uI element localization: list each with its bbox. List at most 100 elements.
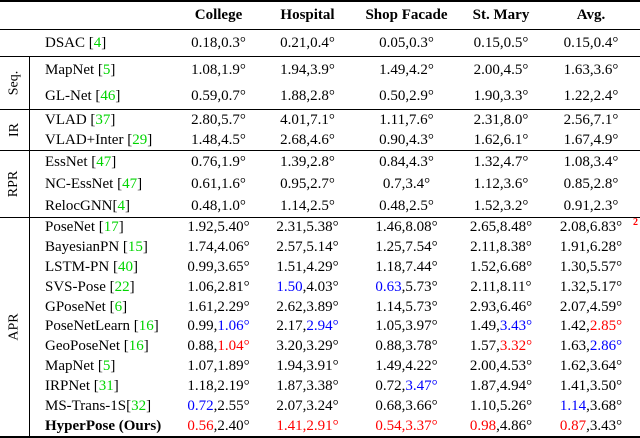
metric-cell: 2.11,8.38° (460, 239, 542, 256)
citation-bracket-open: [ (93, 377, 99, 394)
metric-value: 2.17, (276, 318, 307, 335)
metric-value: 2.94° (306, 318, 339, 335)
metric-value: 0.21,0.4° (280, 34, 335, 51)
citation-link[interactable]: [5] (98, 358, 116, 374)
metric-value: 0.76,1.9° (191, 153, 246, 170)
citation-number: 29 (132, 131, 148, 148)
citation-bracket-close: ] (113, 377, 119, 394)
citation-link[interactable]: [6] (110, 299, 128, 315)
citation-number: 6 (114, 298, 123, 315)
metric-value: 0.95,2.7° (280, 175, 335, 192)
citation-link[interactable]: [37] (90, 112, 115, 128)
metric-cell: 2.68,4.6° (262, 132, 353, 149)
metric-value: ,3.43° (586, 417, 623, 434)
citation-link[interactable]: [47] (91, 154, 116, 170)
metric-value: 2.93,6.46° (469, 298, 533, 315)
citation-link[interactable]: [47] (117, 176, 142, 192)
metric-cell: 0.50,2.9° (353, 88, 460, 105)
metric-cell: 1.48,4.5° (175, 132, 262, 149)
metric-value: 0.48,2.5° (379, 197, 434, 214)
citation-link[interactable]: [4] (89, 35, 107, 51)
table-section-rpr: RPR EssNet [47] 0.76,1.9° 1.39,2.8° 0.84,4.3… (0, 151, 640, 218)
citation-link[interactable]: [5] (98, 62, 116, 78)
metric-cell: 3.20,3.29° (262, 338, 353, 355)
method-cell: MS-Trans-1S[32] (30, 398, 175, 415)
metric-value: 1.06° (217, 318, 250, 335)
metric-value: 1.18,2.19° (187, 377, 250, 394)
citation-bracket-close: ] (153, 318, 159, 335)
metric-cell: 1.42,2.85° (542, 318, 640, 335)
table-row: GeoPoseNet [16] 0.88,1.04° 3.20,3.29° 0.88,… (0, 337, 640, 357)
citation-link[interactable]: [16] (134, 318, 159, 334)
citation-bracket-close: ] (142, 239, 148, 256)
metric-cell: 1.88,2.8° (262, 88, 353, 105)
column-header-shop-facade: Shop Facade (365, 7, 448, 23)
metric-value: 2.62,3.89° (276, 298, 339, 315)
citation-link[interactable]: [31] (94, 378, 119, 394)
metric-value: 1.06,2.81° (187, 278, 250, 295)
method-cell: RelocGNN[4] (30, 198, 175, 215)
citation-link[interactable]: [32] (126, 398, 151, 414)
metric-cell: 0.87,3.43° (542, 418, 640, 435)
citation-link[interactable]: [29] (127, 132, 152, 148)
citation-link[interactable]: [16] (124, 338, 149, 354)
method-name: PoseNet (45, 219, 99, 236)
citation-number: 5 (102, 61, 111, 78)
metric-cell: 0.88,1.04° (175, 338, 262, 355)
metric-value: 1.90,3.3° (473, 87, 529, 104)
citation-number: 32 (131, 397, 147, 414)
method-name: NC-EssNet (45, 175, 118, 192)
citation-bracket-close: ] (115, 87, 121, 104)
method-name: EssNet (45, 153, 92, 170)
citation-link[interactable]: [15] (123, 239, 148, 255)
metric-value: 0.7,3.4° (382, 175, 431, 192)
metric-value: 0.90,4.3° (379, 131, 434, 148)
metric-value: 0.15,0.5° (473, 34, 529, 51)
metric-cell: 1.08,3.4° (542, 154, 640, 171)
metric-cell: 1.92,5.40° (175, 219, 262, 236)
metric-cell: 0.72,2.55° (175, 398, 262, 415)
method-name: IRPNet (45, 377, 94, 394)
metric-value: 1.57, (469, 338, 500, 355)
citation-bracket-close: ] (137, 175, 143, 192)
metric-value: 0.54,3.37° (375, 417, 438, 434)
citation-number: 46 (100, 87, 116, 104)
method-cell: EssNet [47] (30, 154, 175, 171)
method-name: VLAD+Inter (45, 131, 128, 148)
citation-bracket-open: [ (109, 278, 115, 295)
citation-bracket-open: [ (112, 197, 118, 214)
method-name: RelocGNN (45, 197, 113, 214)
metric-cell: 0.15,0.4° (542, 35, 640, 52)
method-cell: VLAD [37] (30, 112, 175, 129)
metric-cell: 1.74,4.06° (175, 239, 262, 256)
metric-cell: 0.91,2.3° (542, 198, 640, 215)
citation-bracket-open: [ (90, 111, 96, 128)
metric-value: 0.99, (187, 318, 218, 335)
method-name: MS-Trans-1S (45, 397, 127, 414)
citation-bracket-open: [ (117, 175, 123, 192)
metric-value: 0.59,0.7° (191, 87, 246, 104)
citation-bracket-close: ] (125, 197, 130, 214)
metric-value: 1.30,5.57° (559, 259, 623, 276)
metric-cell: 0.05,0.3° (353, 35, 460, 52)
citation-link[interactable]: [22] (110, 279, 135, 295)
citation-link[interactable]: [17] (99, 219, 124, 235)
citation-link[interactable]: [46] (95, 88, 120, 104)
metric-value: ,4.03° (302, 278, 339, 295)
column-header-college: College (194, 7, 243, 23)
citation-link[interactable]: [4] (113, 198, 131, 214)
citation-number: 31 (98, 377, 114, 394)
citation-number: 16 (128, 338, 144, 355)
metric-value: ,5.73° (401, 278, 438, 295)
group-column-divider (29, 57, 30, 109)
column-header-avg: Avg. (576, 7, 606, 23)
metric-cell: 1.18,7.44° (353, 259, 460, 276)
citation-link[interactable]: [40] (113, 259, 138, 275)
citation-bracket-close: ] (110, 61, 116, 78)
method-name: DSAC (45, 34, 89, 51)
metric-value: 1.61,2.29° (187, 298, 250, 315)
metric-cell: 2.31,8.0° (460, 112, 542, 129)
metric-value: 0.56 (187, 417, 214, 434)
metric-cell: 1.91,6.28° (542, 239, 640, 256)
metric-value: 0.68,3.66° (375, 397, 438, 414)
